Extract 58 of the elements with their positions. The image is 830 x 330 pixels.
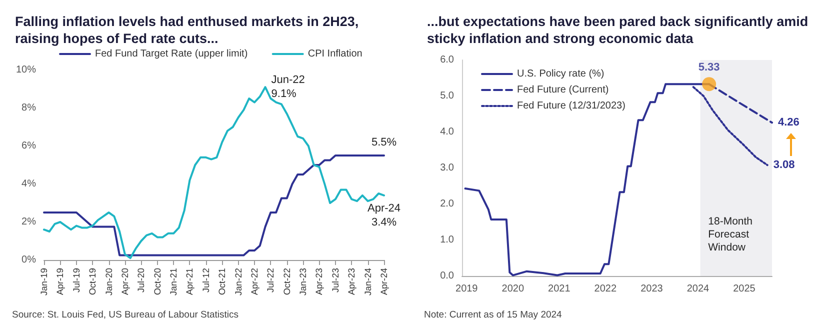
y-tick-label: 2.0 [440,198,454,210]
y-tick-label: 4% [22,178,36,190]
x-tick-label: Oct-21 [217,268,228,296]
x-tick-label: Jul-20 [136,268,146,293]
y-tick-label: 4.0 [440,126,454,138]
y-tick-label: 6% [22,140,36,152]
x-tick-label: Oct-19 [88,268,98,296]
x-tick-label: Apr-20 [120,268,130,296]
x-tick-label: Apr-19 [55,268,66,296]
data-label: 5.5% [371,136,397,148]
x-tick-label: 2021 [548,284,571,294]
y-tick-label: 1.0 [440,234,454,246]
chart-title: ...but expectations have been pared back significantly amid sticky inflation and strong economic data [427,14,812,46]
data-label: Apr-24 3.4% [367,202,401,228]
x-tick-label: Apr-24 [379,268,389,296]
data-label: Jun-22 9.1% [271,74,305,100]
x-tick-label: Jul-22 [266,268,276,293]
y-tick-label: 10% [16,64,36,76]
x-tick-label: Apr-23 [314,268,324,296]
y-tick-label: 0.0 [440,270,454,282]
x-tick-label: Apr-21 [184,268,195,296]
x-tick-label: Jan-21 [168,268,179,296]
x-tick-label: Jan-23 [298,268,308,296]
x-tick-label: 2019 [456,284,478,294]
data-label: 5.33 [698,62,720,74]
y-tick-label: 3.0 [440,162,454,174]
x-tick-label: Apr-22 [249,268,260,296]
x-tick-label: 2020 [502,284,524,294]
x-tick-label: Jan-22 [233,268,244,296]
x-tick-label: 2023 [640,284,664,294]
band-label: 18-Month Forecast Window [708,216,753,254]
x-tick-label: Jul-23 [330,268,340,293]
source-note: Source: St. Louis Fed, US Bureau of Labour Statistics [12,310,239,320]
y-tick-label: 6.0 [440,54,454,66]
x-tick-label: Jan-19 [39,268,49,296]
data-label: 3.08 [773,159,795,172]
x-tick-label: Oct-22 [282,268,292,296]
y-tick-label: 5.0 [440,90,454,102]
x-tick-label: Jan-24 [362,268,373,296]
y-tick-label: 0% [22,254,36,266]
y-tick-label: 2% [22,216,36,228]
x-tick-label: Apr-23 [346,268,357,296]
x-tick-label: 2022 [594,284,617,294]
legend-label: Fed Fund Target Rate (upper limit) [95,48,248,60]
x-tick-label: 2025 [733,284,756,294]
x-tick-label: Jul-12 [200,268,211,293]
y-tick-label: 8% [22,102,36,114]
x-tick-label: Jan-20 [104,268,114,296]
data-label: 4.26 [778,116,800,129]
legend-label: Fed Future (12/31/2023) [517,100,626,112]
legend-label: CPI Inflation [308,48,362,60]
chart-title: Falling inflation levels had enthused markets in 2H23, raising hopes of Fed rate cuts... [15,14,362,46]
text: Note: Current as of 15 May 2024 [424,310,562,320]
legend-label: Fed Future (Current) [517,84,609,96]
legend-label: U.S. Policy rate (%) [517,68,604,80]
x-tick-label: 2024 [686,284,710,294]
x-tick-label: Oct-20 [152,268,162,296]
x-tick-label: Jul-19 [71,268,82,293]
